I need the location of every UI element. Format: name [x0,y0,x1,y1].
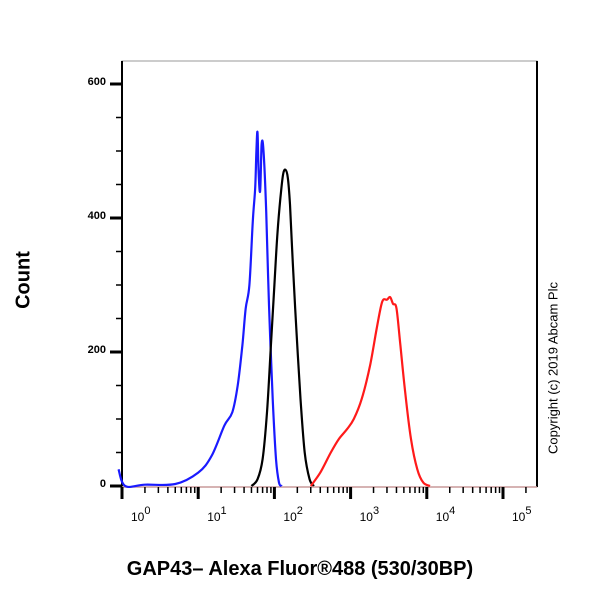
series-blue-curve [117,130,283,489]
y-axis-title-text: Count [12,251,35,309]
y-tick-label: 600 [87,76,106,88]
y-axis-title: Count [4,250,44,310]
copyright-notice: Copyright (c) 2019 Abcam Plc [541,240,565,495]
series-red-curve [309,295,431,488]
x-axis-title: GAP43– Alexa Fluor®488 (530/30BP) [126,558,474,580]
x-tick-label: 100 [131,505,151,524]
x-tick-label: 101 [207,505,227,524]
y-axis-ticks [110,82,122,488]
histogram-curves [117,130,431,489]
x-tick-label: 102 [283,505,303,524]
y-tick-label: 0 [99,478,106,490]
y-tick-label: 400 [87,210,106,222]
series-black-curve [250,168,315,487]
x-tick-label: 104 [435,505,456,524]
x-axis-ticks [120,487,527,499]
plot-frame [121,60,538,488]
y-tick-label: 200 [87,344,106,356]
x-tick-label: 105 [512,505,532,524]
x-tick-label: 103 [359,505,380,524]
copyright-text: Copyright (c) 2019 Abcam Plc [545,281,561,454]
